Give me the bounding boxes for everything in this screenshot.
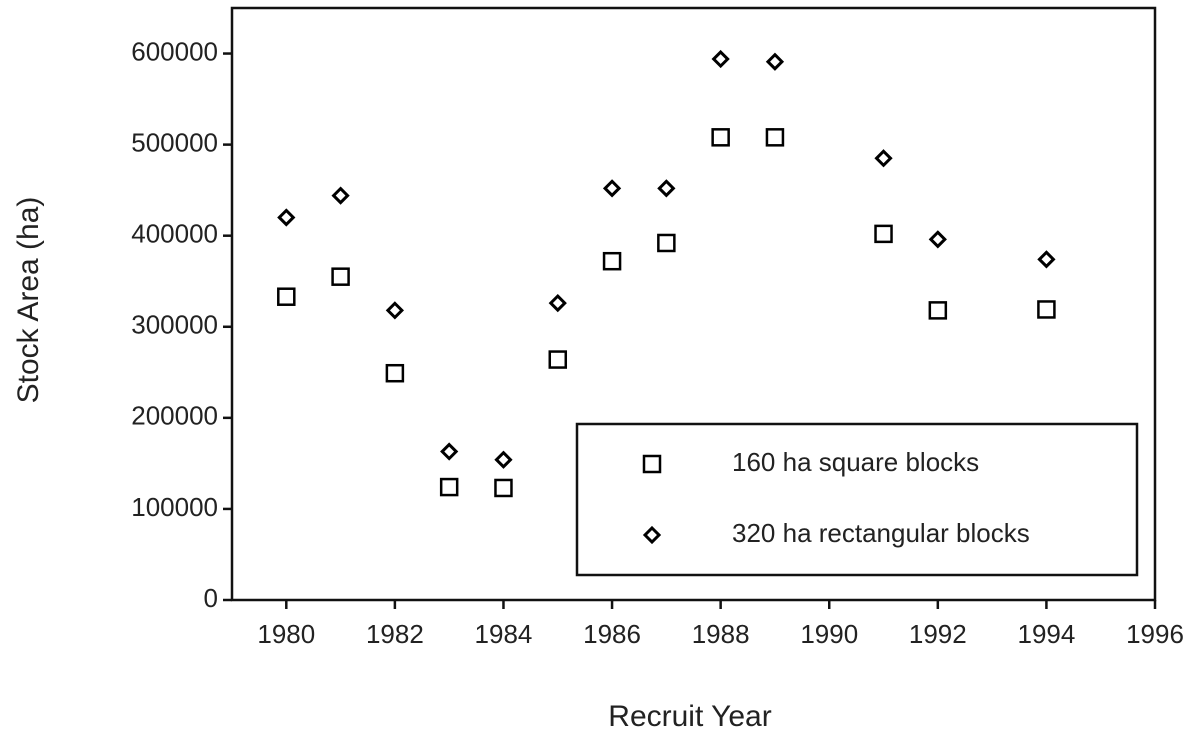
legend-marker <box>642 454 662 474</box>
x-tick-label: 1986 <box>583 619 641 649</box>
y-tick-label: 300000 <box>131 310 218 340</box>
point <box>385 301 405 320</box>
x-tick-label: 1982 <box>366 619 424 649</box>
point <box>602 179 622 198</box>
x-tick-label: 1980 <box>257 619 315 649</box>
point <box>657 179 676 198</box>
point <box>711 49 730 69</box>
y-tick-label: 100000 <box>131 492 218 522</box>
x-tick-label: 1990 <box>800 619 858 649</box>
point <box>602 251 622 271</box>
point <box>385 363 405 383</box>
y-tick-label: 600000 <box>131 36 218 66</box>
point <box>548 350 568 369</box>
point <box>657 233 676 253</box>
legend-label: 160 ha square blocks <box>732 447 979 477</box>
x-axis-label: Recruit Year <box>608 700 771 733</box>
point <box>548 293 567 313</box>
x-tick-label: 1984 <box>475 619 533 649</box>
point <box>874 224 893 244</box>
y-tick-label: 200000 <box>131 401 218 431</box>
point <box>494 478 513 498</box>
y-tick-label: 400000 <box>131 219 218 249</box>
point <box>277 208 296 227</box>
legend-box <box>575 422 1139 577</box>
point <box>331 186 350 205</box>
point <box>439 477 459 497</box>
point <box>711 128 730 147</box>
y-tick-label: 500000 <box>131 127 218 157</box>
point <box>440 442 459 461</box>
point <box>331 267 350 286</box>
point <box>765 52 785 71</box>
point <box>928 301 948 320</box>
point <box>874 149 893 168</box>
point <box>277 287 296 306</box>
legend-marker <box>642 525 662 545</box>
point <box>928 230 947 249</box>
point <box>494 450 513 469</box>
point <box>765 128 785 147</box>
point <box>1037 300 1056 319</box>
legend-label: 320 ha rectangular blocks <box>732 518 1030 548</box>
x-tick-label: 1996 <box>1126 619 1184 649</box>
y-axis-label: Stock Area (ha) <box>12 197 45 404</box>
x-tick-label: 1988 <box>692 619 750 649</box>
x-tick-label: 1994 <box>1017 619 1075 649</box>
y-tick-label: 0 <box>204 583 218 613</box>
plot-frame <box>230 6 1157 602</box>
x-tick-label: 1992 <box>909 619 967 649</box>
point <box>1037 250 1056 269</box>
